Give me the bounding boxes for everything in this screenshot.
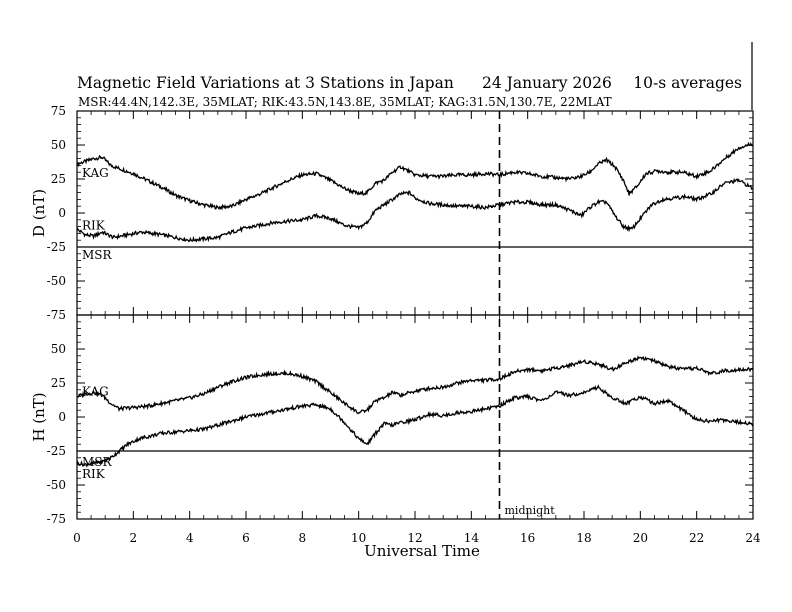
series-line-kag	[76, 355, 754, 415]
chart-title: Magnetic Field Variations at 3 Stations …	[77, 74, 454, 92]
y-tick-label: 25	[51, 172, 66, 186]
x-tick-label: 8	[299, 531, 307, 545]
series-line-kag	[76, 141, 754, 211]
series-line-rik	[76, 177, 754, 243]
y-tick-label: -75	[47, 308, 66, 322]
station-label-msr: MSR	[82, 248, 113, 262]
y-tick-label: 50	[51, 342, 66, 356]
x-tick-label: 16	[520, 531, 535, 545]
x-tick-label: 4	[186, 531, 194, 545]
chart-date: 24 January 2026	[482, 74, 612, 92]
x-tick-label: 6	[242, 531, 250, 545]
y-axis-label: H (nT)	[30, 392, 48, 441]
station-label-rik: RIK	[82, 467, 106, 481]
stations-info: MSR:44.4N,142.3E, 35MLAT; RIK:43.5N,143.…	[78, 95, 612, 109]
x-tick-label: 20	[633, 531, 648, 545]
x-tick-label: 18	[576, 531, 591, 545]
x-axis-label: Universal Time	[364, 542, 480, 560]
x-tick-label: 2	[130, 531, 138, 545]
x-tick-label: 14	[464, 531, 480, 545]
y-tick-label: -75	[47, 512, 66, 526]
y-tick-label: -50	[47, 478, 66, 492]
x-tick-label: 24	[745, 531, 761, 545]
x-tick-label: 22	[689, 531, 704, 545]
y-tick-label: -50	[47, 274, 66, 288]
y-tick-label: -25	[47, 240, 66, 254]
x-tick-label: 10	[351, 531, 366, 545]
y-tick-label: 75	[51, 104, 66, 118]
series-line-rik	[76, 384, 754, 468]
station-label-kag: KAG	[82, 166, 109, 180]
station-label-kag: KAG	[82, 385, 109, 399]
station-label-msr: MSR	[82, 455, 113, 469]
station-label-rik: RIK	[82, 218, 106, 232]
y-tick-label: 25	[51, 376, 66, 390]
x-tick-label: 0	[73, 531, 81, 545]
y-tick-label: 50	[51, 138, 66, 152]
x-tick-label: 12	[407, 531, 422, 545]
averaging-label: 10-s averages	[633, 74, 742, 92]
y-axis-label: D (nT)	[30, 189, 48, 237]
midnight-label: midnight	[505, 504, 556, 517]
y-tick-label: 0	[58, 410, 66, 424]
y-tick-label: -25	[47, 444, 66, 458]
y-tick-label: 0	[58, 206, 66, 220]
